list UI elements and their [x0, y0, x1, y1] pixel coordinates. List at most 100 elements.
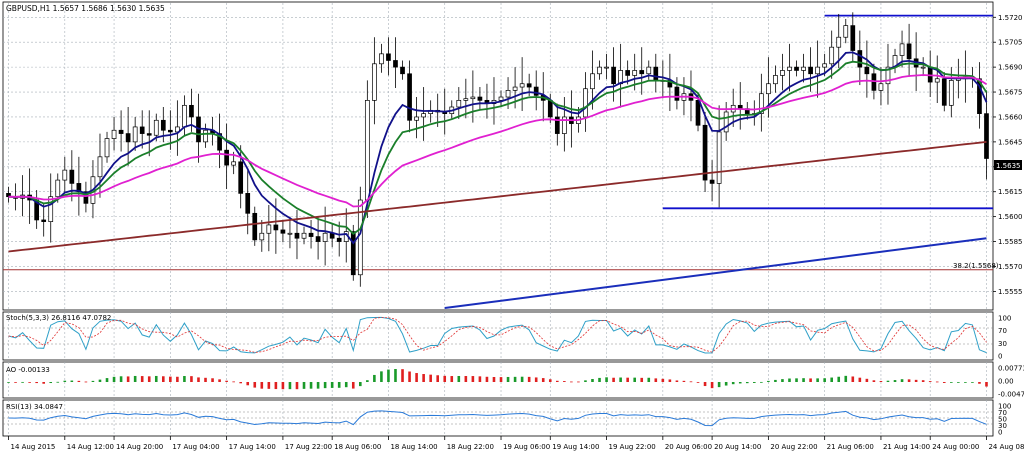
ao-bar [612, 377, 615, 382]
candle-body [632, 70, 638, 76]
candle-body [280, 229, 286, 234]
price-tick-label: 1.5555 [998, 288, 1023, 296]
candle-body [189, 104, 194, 118]
ao-bar [556, 380, 559, 382]
ao-bar [935, 381, 939, 383]
current-price-label: 1.5635 [996, 162, 1021, 170]
candle-body [948, 80, 954, 106]
ao-bar [267, 382, 271, 389]
candle-body [526, 83, 532, 88]
candle-body [780, 70, 785, 76]
candle-body [773, 75, 778, 85]
ao-bar [830, 377, 833, 382]
ao-bar [42, 382, 45, 384]
rsi-label: RSI(13) 34.0847 [6, 403, 63, 411]
ao-bar [154, 375, 158, 382]
ao-bar [717, 382, 721, 388]
stoch-pane-frame [2, 311, 994, 361]
rsi-tick-label: 50 [998, 416, 1007, 424]
ao-tick-label: 0.00 [998, 378, 1014, 386]
candle-body [175, 126, 180, 133]
ao-bar [499, 377, 503, 382]
candle-body [554, 116, 560, 134]
candle-body [160, 119, 166, 131]
time-tick-label: 14 Aug 2015 [11, 443, 56, 451]
candle-body [111, 129, 117, 139]
candle-body [498, 96, 504, 101]
price-tick-label: 1.5660 [998, 113, 1023, 121]
ao-bar [774, 379, 777, 382]
candle-body [695, 99, 701, 126]
rsi-line [8, 410, 987, 427]
time-tick-label: 17 Aug 04:00 [172, 443, 219, 451]
candle-body [920, 66, 926, 69]
ao-bar [359, 382, 362, 387]
ao-bar [964, 382, 967, 383]
candle-body [287, 232, 293, 235]
candle-body [41, 219, 47, 222]
candle-body [646, 66, 652, 75]
stoch-plot [3, 316, 993, 354]
ao-bar [527, 376, 531, 382]
candle-body [758, 93, 764, 114]
candle-body [878, 83, 884, 91]
candle-body [857, 50, 863, 68]
ao-bar [858, 377, 862, 382]
time-tick-label: 18 Aug 06:00 [334, 443, 381, 451]
candle-body [604, 66, 609, 69]
ao-bar [77, 380, 81, 382]
ao-bar [577, 381, 580, 383]
time-tick-label: 19 Aug 14:00 [552, 443, 599, 451]
price-tick-label: 1.5690 [998, 64, 1023, 72]
candle-body [139, 126, 145, 134]
candle-body [597, 66, 602, 75]
ao-bar [696, 382, 700, 383]
candle-body [62, 169, 68, 181]
candle-body [104, 138, 110, 158]
candle-body [984, 113, 989, 159]
candle-body [674, 86, 680, 101]
ao-bar [429, 374, 432, 382]
candle-body [153, 119, 159, 136]
candle-body [379, 53, 384, 65]
candle-body [519, 83, 525, 88]
candle-body [822, 63, 828, 68]
candle-body [231, 161, 237, 166]
candle-body [414, 116, 419, 121]
ao-bar [478, 376, 482, 382]
time-tick-label: 19 Aug 22:00 [609, 443, 656, 451]
ao-bar [893, 380, 897, 382]
candle-body [934, 78, 940, 83]
candle-body [906, 43, 912, 60]
candle-body [83, 191, 89, 204]
ao-bar [760, 381, 763, 383]
ao-bar [183, 376, 186, 382]
candle-body [48, 196, 54, 222]
ao-bar [239, 382, 242, 384]
ao-bar [795, 378, 798, 382]
ao-bar [957, 382, 960, 383]
candle-body [583, 88, 588, 118]
candle-body [118, 129, 124, 134]
ao-bar [169, 376, 172, 382]
ao-bar [211, 378, 214, 382]
candle-body [808, 66, 813, 75]
ao-bar [563, 381, 566, 382]
candle-body [871, 73, 877, 91]
ao-bar [225, 380, 228, 382]
time-tick-label: 24 Aug 08:00 [988, 443, 1024, 451]
ao-bar [570, 381, 573, 383]
ao-bar [816, 378, 819, 382]
ao-bar [731, 382, 735, 385]
ao-bar [767, 380, 770, 382]
candle-body [97, 156, 103, 178]
ao-bar [781, 379, 784, 382]
rsi-tick-label: 70 [998, 409, 1007, 417]
ao-bar [971, 382, 974, 383]
ao-bar [162, 376, 165, 382]
ao-bar [802, 378, 805, 382]
time-tick-label: 20 Aug 22:00 [770, 443, 817, 451]
stoch-tick-label: 100 [998, 315, 1011, 323]
candle-body [252, 212, 258, 241]
time-tick-label: 17 Aug 22:00 [285, 443, 332, 451]
